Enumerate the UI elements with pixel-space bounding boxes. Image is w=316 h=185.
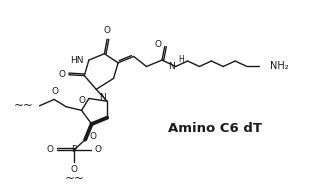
Text: H: H — [179, 55, 184, 64]
Text: O: O — [90, 132, 97, 141]
Text: O: O — [46, 145, 53, 154]
Text: O: O — [58, 70, 65, 79]
Text: N: N — [99, 93, 106, 102]
Text: N: N — [168, 62, 175, 71]
Text: O: O — [71, 165, 78, 174]
Text: O: O — [94, 145, 101, 154]
Text: NH₂: NH₂ — [270, 61, 289, 71]
Text: ⁻: ⁻ — [99, 146, 103, 152]
Text: O: O — [78, 96, 85, 105]
Text: O: O — [52, 87, 58, 96]
Text: O: O — [154, 40, 161, 49]
Text: O: O — [104, 26, 111, 35]
Text: Amino C6 dT: Amino C6 dT — [168, 122, 262, 135]
Text: ~~: ~~ — [64, 172, 84, 185]
Text: ~~: ~~ — [13, 99, 33, 112]
Text: P: P — [71, 145, 77, 154]
Text: HN: HN — [70, 56, 83, 65]
